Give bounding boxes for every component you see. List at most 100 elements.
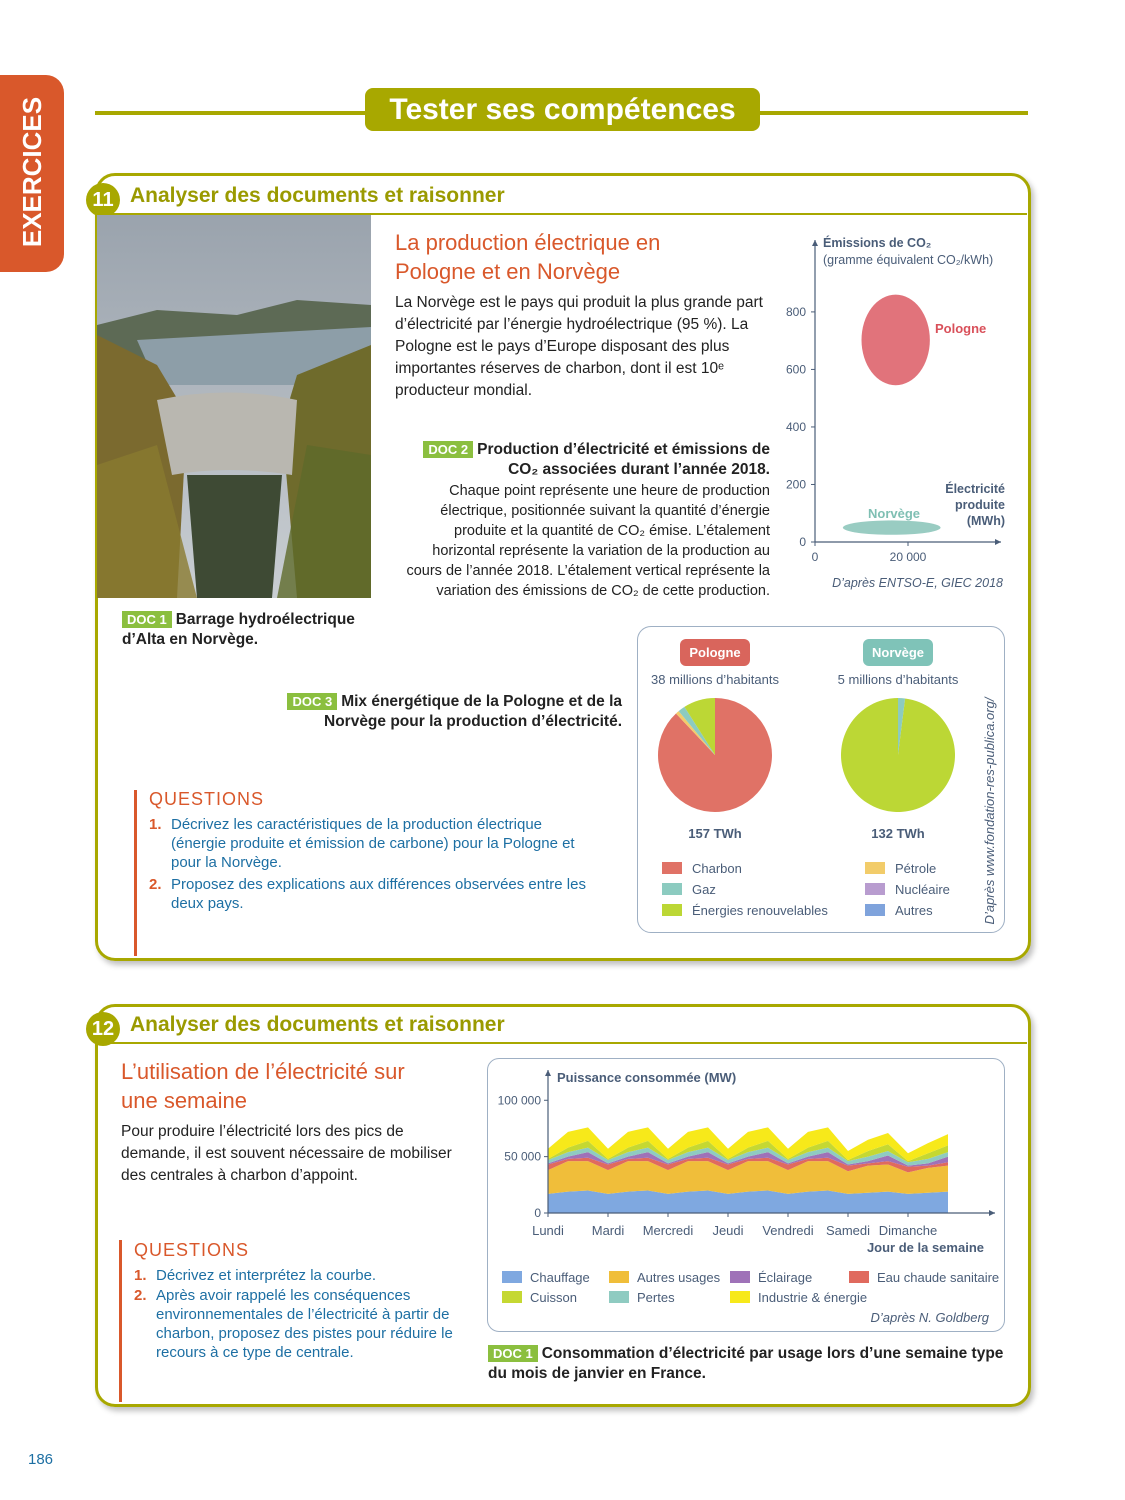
chart-panel (487, 1058, 1005, 1332)
area (548, 1190, 948, 1213)
exercise-number: 12 (86, 1012, 120, 1046)
y-tick-label: 50 000 (504, 1150, 541, 1164)
legend-swatch (865, 883, 885, 895)
legend-swatch (662, 883, 682, 895)
x-axis-arrow (995, 539, 1001, 545)
legend-label: Gaz (692, 882, 716, 897)
x-tick-label: Dimanche (879, 1223, 938, 1238)
x-tick-label: Mardi (592, 1223, 625, 1238)
legend-swatch (502, 1291, 522, 1303)
exercise-title: Analyser des documents et raisonner (130, 184, 505, 207)
series-label: Pologne (935, 321, 986, 336)
exercise-number: 11 (86, 183, 120, 217)
doc-tag: DOC 2 (423, 441, 474, 458)
x-axis-arrow (989, 1210, 995, 1216)
doc-title: DOC 2 Production d’électricité et émissio… (400, 440, 770, 480)
y-axis-arrow (545, 1070, 551, 1076)
x-tick-label: 0 (812, 550, 819, 564)
x-tick-label: 20 000 (890, 550, 927, 564)
area-chart: 0 50 000 100 000 Lundi Mardi Mercredi Jeudi Ven… (498, 1070, 999, 1325)
legend-swatch (662, 904, 682, 916)
legend-label: Chauffage (530, 1270, 590, 1285)
questions-rule (134, 790, 137, 956)
title-rule (97, 213, 1027, 215)
y-tick-label: 0 (534, 1206, 541, 1220)
legend-swatch (730, 1291, 750, 1303)
legend-swatch (609, 1271, 629, 1283)
question-number: 1. (134, 1267, 147, 1284)
doc-title-text: Mix énergétique de la Pologne et de la N… (324, 693, 622, 730)
intro-text: Pour produire l’électricité lors des pic… (121, 1123, 452, 1184)
area (548, 1127, 948, 1162)
pie-slice (684, 698, 715, 755)
legend-swatch (730, 1271, 750, 1283)
question-number: 2. (149, 876, 162, 893)
source: D’après www.fondation-res-publica.org/ (982, 696, 997, 924)
legend-label: Pertes (637, 1290, 675, 1305)
area (548, 1161, 948, 1194)
x-axis-title: Jour de la semaine (867, 1240, 984, 1255)
doc-heading: L’utilisation de l’électricité sur une s… (121, 1059, 405, 1113)
legend-swatch (865, 904, 885, 916)
sidebar-label: EXERCICES (17, 96, 47, 248)
area (548, 1140, 948, 1163)
exercise-box (95, 173, 1031, 961)
y-axis-title: Puissance consommée (MW) (557, 1070, 736, 1085)
doc-tag: DOC 1 (488, 1345, 538, 1362)
x-tick-label: Jeudi (712, 1223, 743, 1238)
legend-label: Éclairage (758, 1270, 812, 1285)
pie-panel (637, 626, 1005, 933)
legend-label: Industrie & énergie (758, 1290, 867, 1305)
question: 1. Décrivez les caractéristiques de la pr… (149, 815, 601, 872)
doc-caption-text: Consommation d’électricité par usage lor… (488, 1345, 1004, 1382)
legend-swatch (865, 862, 885, 874)
area (548, 1147, 948, 1166)
country-badge (863, 639, 933, 666)
photo (97, 215, 371, 598)
legend-label: Charbon (692, 861, 742, 876)
source: D’après ENTSO-E, GIEC 2018 (832, 576, 1003, 590)
y-tick-label: 800 (786, 305, 806, 319)
y-axis-arrow (812, 240, 818, 246)
doc-tag: DOC 1 (122, 611, 172, 628)
question: 2. Proposez des explications aux différen… (149, 875, 601, 913)
exercise-title: Analyser des documents et raisonner (130, 1013, 505, 1036)
legend-swatch (502, 1271, 522, 1283)
y-axis-title: Émissions de CO₂ (823, 236, 932, 250)
pie-slice (678, 706, 715, 755)
y-tick-label: 400 (786, 420, 806, 434)
doc-heading: La production électrique en Pologne et e… (395, 230, 661, 284)
exercise-box (95, 1004, 1031, 1407)
doc-tag: DOC 3 (287, 693, 338, 710)
point-cloud (842, 520, 941, 535)
legend-label: Autres (895, 903, 933, 918)
area (548, 1152, 948, 1167)
area (548, 1157, 948, 1173)
y-tick-label: 0 (799, 535, 806, 549)
question: 2. Après avoir rappelé les conséquences e… (134, 1286, 476, 1362)
legend-label: Eau chaude sanitaire (877, 1270, 999, 1285)
question-number: 2. (134, 1287, 147, 1304)
legend-swatch (662, 862, 682, 874)
legend-label: Énergies renouvelables (692, 903, 828, 918)
title-rule (97, 1042, 1027, 1044)
header-title: Tester ses compétences (365, 88, 760, 131)
doc-text: Chaque point représente une heure de pro… (406, 483, 770, 599)
doc-title: DOC 3 Mix énergétique de la Pologne et de… (262, 692, 622, 732)
legend-label: Autres usages (637, 1270, 721, 1285)
questions-title: QUESTIONS (134, 1240, 250, 1260)
pie-subtitle: 38 millions d’habitants (651, 672, 779, 687)
doc-caption-text: Barrage hydroélectrique d’Alta en Norvèg… (122, 611, 355, 648)
point-cloud (861, 294, 930, 386)
legend-swatch (609, 1291, 629, 1303)
pie-total: 157 TWh (688, 826, 742, 841)
legend-label: Cuisson (530, 1290, 577, 1305)
x-tick-label: Mercredi (643, 1223, 694, 1238)
x-tick-label: Samedi (826, 1223, 870, 1238)
scatter-chart: 0 200 400 600 800 0 20 000 Pologne Norvège (786, 240, 1001, 564)
x-axis-title: Électricité produite (MWh) (945, 482, 1005, 528)
question-number: 1. (149, 816, 162, 833)
legend-label: Nucléaire (895, 882, 950, 897)
question-text: Après avoir rappelé les conséquences env… (156, 1287, 453, 1361)
